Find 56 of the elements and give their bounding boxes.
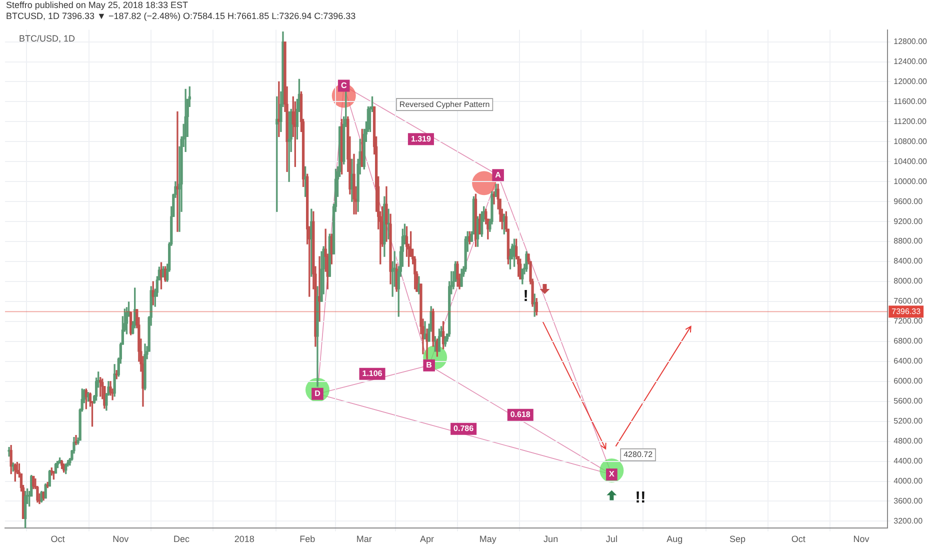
x-tick-label: Oct [791,534,806,544]
annotation: C [340,80,347,90]
annotation: X [609,470,616,479]
y-tick-label: 4000.00 [894,476,924,486]
x-tick-label: Jul [606,534,618,544]
y-tick-label: 5200.00 [894,416,924,426]
annotation: A [495,170,502,180]
x-tick-label: Nov [112,534,130,544]
annotation: 1.319 [410,134,432,144]
y-tick-label: 12800.00 [894,36,928,46]
chart-subtitle: BTCUSD, 1D 7396.33 ▼ −187.82 (−2.48%) O:7584.15 H:7661.85 L:7326.94 C:7396.33 [6,11,357,22]
chart-title: Steffro published on May 25, 2018 18:33 EST [6,0,189,11]
annotation: ! [523,288,528,305]
y-tick-label: 3600.00 [894,496,924,506]
y-tick-label: 8400.00 [894,256,924,266]
annotation: 0.786 [454,424,474,434]
annotation: !! [635,490,646,507]
y-tick-label: 4400.00 [894,456,924,466]
y-tick-label: 11200.00 [894,116,927,126]
x-tick-label: Dec [174,534,190,544]
x-tick-label: Mar [356,534,372,544]
y-tick-label: 10800.00 [894,136,928,146]
x-tick-label: Apr [420,534,434,544]
annotation: BTC/USD, 1D [19,33,76,44]
x-tick-label: Nov [853,534,870,544]
x-tick-label: Oct [50,534,66,544]
annotation: 1.106 [362,369,383,378]
y-tick-label: 11600.00 [894,96,927,106]
annotation: 0.618 [510,410,531,420]
annotation: Reversed Cypher Pattern [399,100,490,109]
annotation: B [426,360,432,370]
annotation: D [314,389,321,398]
y-tick-label: 3200.00 [894,516,924,526]
x-tick-label: Feb [300,534,316,544]
y-tick-label: 6400.00 [894,356,924,366]
y-tick-label: 10000.00 [894,176,928,186]
y-tick-label: 12000.00 [894,76,928,86]
x-tick-label: Sep [729,534,746,544]
x-tick-label: Jun [544,534,558,544]
y-tick-label: 8800.00 [894,236,924,246]
ref-line-label: 7396.33 [892,306,922,316]
y-tick-label: 7600.00 [894,296,924,306]
x-tick-label: 2018 [234,534,254,544]
y-tick-label: 9600.00 [894,196,924,206]
x-tick-label: Aug [666,534,683,544]
y-tick-label: 7200.00 [894,316,924,326]
y-tick-label: 6800.00 [894,336,924,346]
y-tick-label: 9200.00 [894,216,924,226]
y-tick-label: 4800.00 [894,436,924,446]
x-tick-label: May [479,534,497,544]
y-tick-label: 6000.00 [894,376,924,386]
annotation: 4280.72 [624,450,654,459]
y-tick-label: 5600.00 [894,396,924,406]
y-tick-label: 10400.00 [894,156,928,166]
y-tick-label: 8000.00 [894,276,924,286]
y-tick-label: 12400.00 [894,56,928,66]
